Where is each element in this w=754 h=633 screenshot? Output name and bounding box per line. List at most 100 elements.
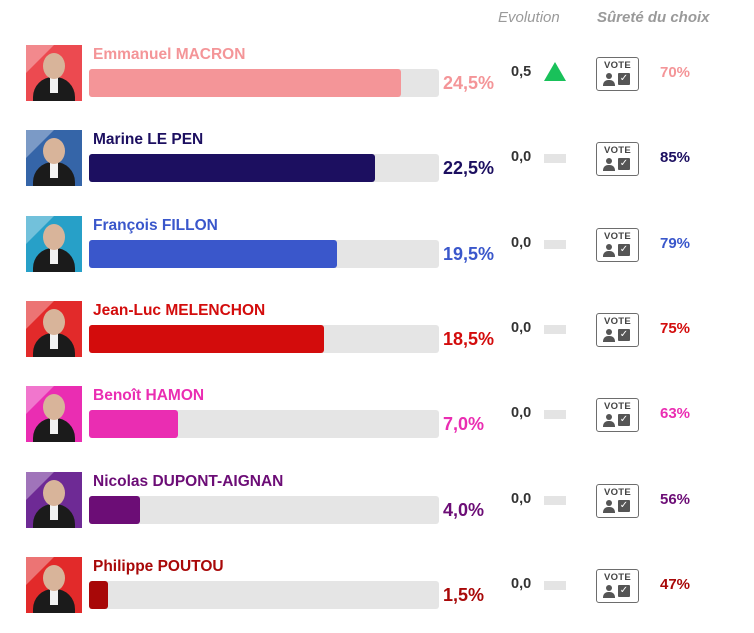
candidate-photo [26, 45, 82, 101]
bar-fill [89, 69, 401, 97]
bar-fill [89, 154, 375, 183]
checkbox-icon: ✓ [618, 499, 630, 512]
vote-icon: VOTE ✓ [596, 57, 639, 91]
checkbox-icon: ✓ [618, 158, 630, 171]
candidate-name: François FILLON [93, 216, 218, 234]
voter-icon [603, 328, 615, 342]
bar-fill [89, 410, 178, 439]
evolution-flat-icon [544, 580, 566, 590]
candidate-photo [26, 386, 82, 443]
candidate-name: Benoît HAMON [93, 387, 205, 405]
candidate-row: Marine LE PEN 22,5% 0,0 VOTE ✓ 85% [0, 130, 754, 200]
evolution-flat-icon [544, 324, 566, 334]
value-label: 1,5% [443, 584, 485, 605]
voter-head [606, 414, 612, 421]
evolution-flat-icon [544, 495, 566, 505]
voter-icon [603, 414, 615, 428]
vote-label: VOTE [603, 571, 632, 583]
surete-value: 47% [660, 575, 691, 593]
vote-icon: VOTE ✓ [596, 568, 639, 603]
bar-track [89, 410, 439, 439]
voter-head [606, 73, 612, 79]
voter-icon [603, 499, 615, 513]
voter-icon [603, 158, 615, 172]
checkbox-icon: ✓ [618, 243, 630, 256]
vote-label: VOTE [603, 401, 632, 413]
vote-label: VOTE [603, 486, 632, 498]
photo-silhouette-collar [50, 332, 58, 349]
vote-label: VOTE [603, 60, 632, 71]
evolution-value: 0,5 [511, 64, 532, 80]
voter-head [606, 328, 612, 335]
voter-body [603, 421, 615, 428]
value-label: 22,5% [443, 158, 495, 179]
voter-body [603, 591, 615, 598]
voter-head [606, 158, 612, 165]
bar-fill [89, 495, 140, 524]
voter-body [603, 80, 615, 86]
vote-icon: VOTE ✓ [596, 142, 639, 177]
candidate-name: Marine LE PEN [93, 131, 204, 149]
candidate-row: Benoît HAMON 7,0% 0,0 VOTE ✓ 63% [0, 386, 754, 456]
photo-silhouette-head [43, 394, 65, 421]
voter-body [603, 335, 615, 342]
bar-track [89, 239, 439, 268]
candidate-photo [26, 556, 82, 613]
evolution-value: 0,0 [511, 490, 532, 507]
surete-value: 85% [660, 149, 691, 167]
photo-silhouette-collar [50, 162, 58, 179]
evolution-value: 0,0 [511, 319, 532, 336]
candidate-row: Philippe POUTOU 1,5% 0,0 VOTE ✓ 47% [0, 556, 754, 627]
voter-body [603, 250, 615, 257]
photo-silhouette-head [43, 138, 65, 165]
surete-value: 70% [660, 64, 691, 81]
photo-silhouette-collar [50, 503, 58, 520]
bar-fill [89, 239, 337, 268]
vote-label: VOTE [603, 145, 632, 157]
evolution-up-arrow-icon [544, 62, 566, 81]
evolution-value: 0,0 [511, 405, 532, 422]
vote-icon: VOTE ✓ [596, 312, 639, 347]
candidate-photo [26, 471, 82, 528]
evolution-flat-icon [544, 239, 566, 249]
surete-header: Sûreté du choix [597, 9, 710, 26]
voter-icon [603, 584, 615, 598]
bar-track [89, 324, 439, 353]
evolution-value: 0,0 [511, 149, 532, 166]
candidate-row: Nicolas DUPONT-AIGNAN 4,0% 0,0 VOTE ✓ 56% [0, 471, 754, 542]
candidate-photo [26, 300, 82, 357]
vote-label: VOTE [603, 230, 632, 242]
candidate-name: Emmanuel MACRON [93, 46, 246, 63]
photo-silhouette-collar [50, 247, 58, 264]
evolution-header: Evolution [498, 9, 560, 26]
surete-value: 63% [660, 405, 691, 423]
value-label: 4,0% [443, 499, 485, 520]
bar-fill [89, 324, 324, 353]
value-label: 19,5% [443, 243, 495, 264]
bar-track [89, 154, 439, 183]
value-label: 24,5% [443, 73, 495, 93]
bar-track [89, 580, 439, 609]
checkbox-icon: ✓ [618, 328, 630, 341]
voter-head [606, 243, 612, 250]
photo-silhouette-head [43, 308, 65, 335]
candidate-row: François FILLON 19,5% 0,0 VOTE ✓ 79% [0, 215, 754, 286]
checkbox-icon: ✓ [618, 584, 630, 597]
evolution-value: 0,0 [511, 575, 532, 592]
bar-fill [89, 580, 108, 609]
surete-value: 79% [660, 234, 691, 252]
vote-label: VOTE [603, 315, 632, 327]
checkbox-icon: ✓ [618, 414, 630, 427]
value-label: 7,0% [443, 414, 485, 435]
photo-silhouette-collar [50, 418, 58, 435]
candidate-row: Jean-Luc MELENCHON 18,5% 0,0 VOTE ✓ 75% [0, 300, 754, 371]
evolution-flat-icon [544, 410, 566, 420]
candidate-name: Jean-Luc MELENCHON [93, 301, 266, 319]
photo-silhouette-head [43, 223, 65, 250]
photo-silhouette-collar [50, 77, 58, 93]
voter-body [603, 165, 615, 172]
vote-icon: VOTE ✓ [596, 227, 639, 262]
bar-track [89, 495, 439, 524]
evolution-value: 0,0 [511, 234, 532, 251]
photo-silhouette-head [43, 479, 65, 506]
